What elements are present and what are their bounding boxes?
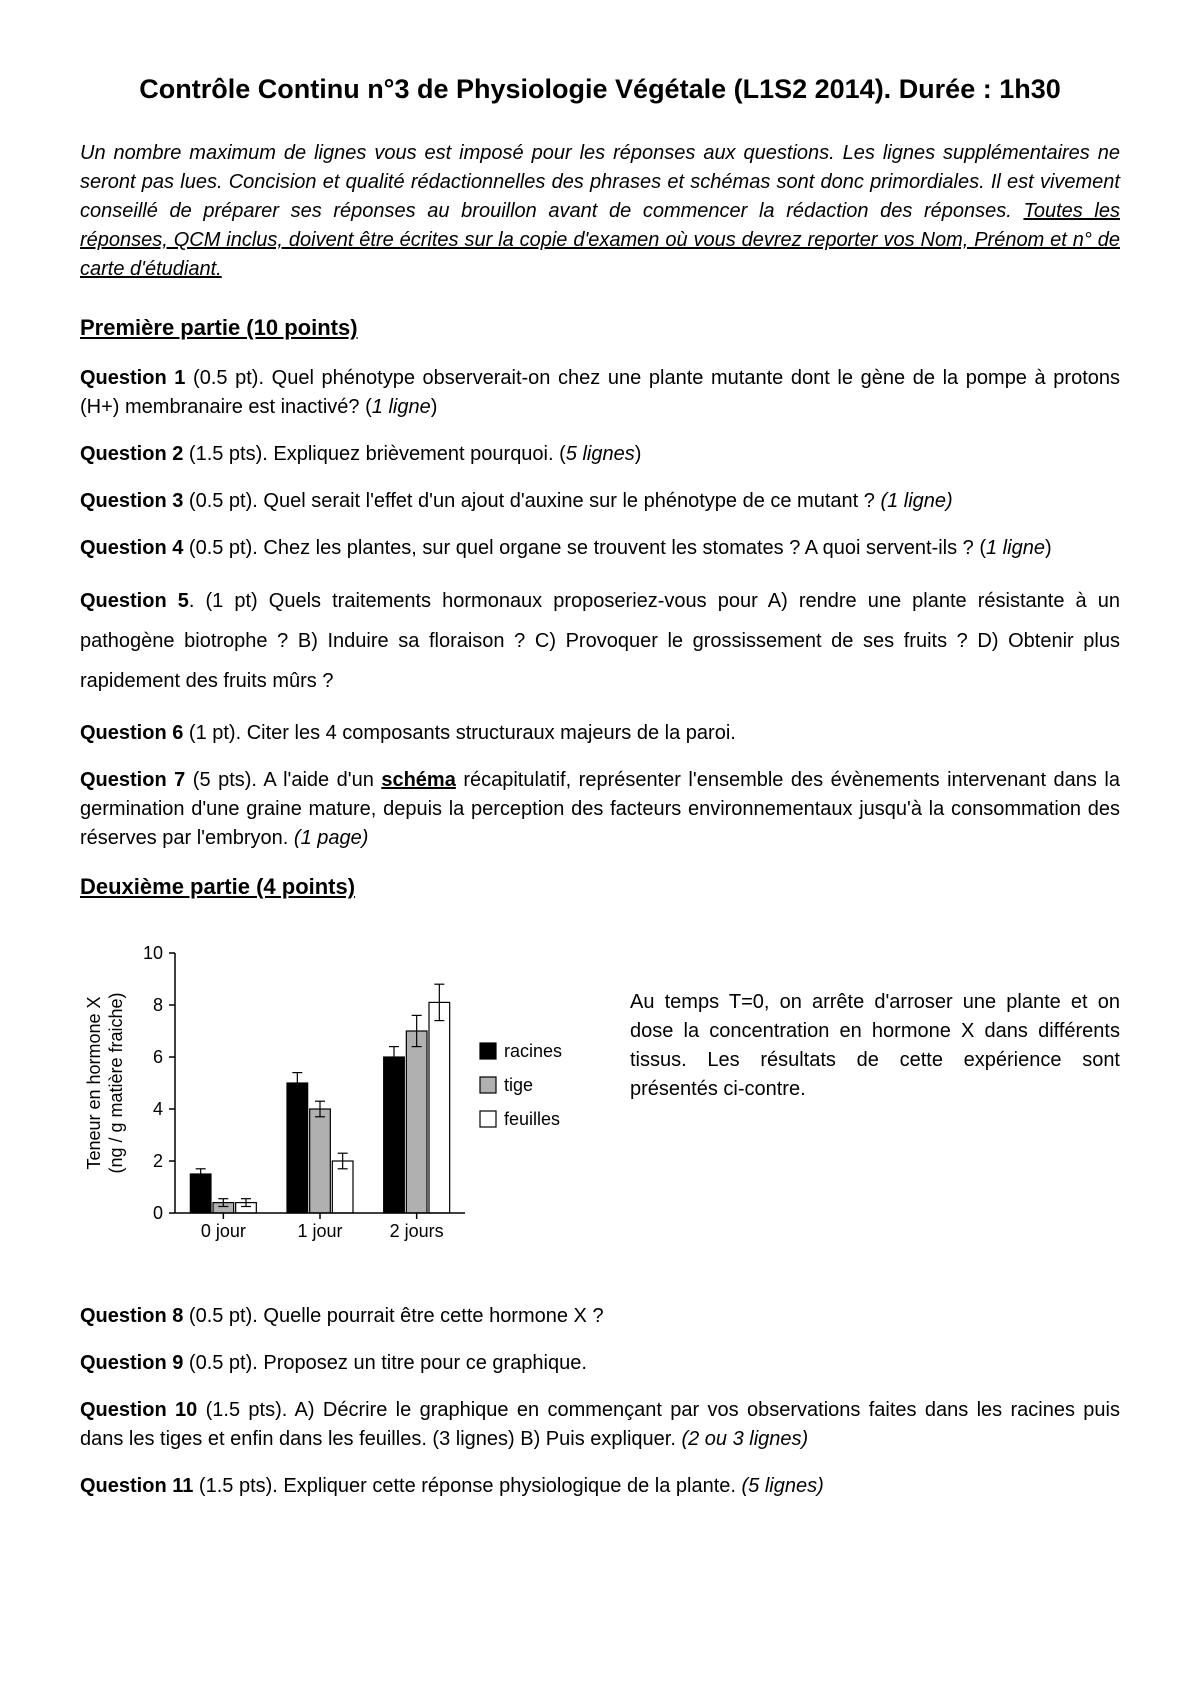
page-title: Contrôle Continu n°3 de Physiologie Végé… [80, 70, 1120, 109]
svg-text:0: 0 [153, 1203, 163, 1223]
question-close: ) [431, 396, 438, 418]
question-pts: (0.5 pt). [183, 1305, 263, 1327]
question-lines: (2 ou 3 lignes) [681, 1428, 808, 1450]
svg-text:4: 4 [153, 1099, 163, 1119]
question-pts: (0.5 pt). [183, 537, 263, 559]
question-7: Question 7 (5 pts). A l'aide d'un schéma… [80, 766, 1120, 853]
question-4: Question 4 (0.5 pt). Chez les plantes, s… [80, 534, 1120, 563]
svg-text:(ng / g matière fraiche): (ng / g matière fraiche) [106, 992, 126, 1173]
question-label: Question 4 [80, 537, 183, 559]
svg-text:8: 8 [153, 995, 163, 1015]
question-label: Question 3 [80, 490, 183, 512]
question-pts: (1.5 pts). [197, 1399, 294, 1421]
question-pts: (1 pt). [183, 722, 246, 744]
question-body: Chez les plantes, sur quel organe se tro… [263, 537, 986, 559]
question-label: Question 10 [80, 1399, 197, 1421]
question-lines: 1 ligne [372, 396, 431, 418]
question-body-a: A l'aide d'un [263, 769, 381, 791]
svg-text:1 jour: 1 jour [297, 1221, 342, 1241]
question-label: Question 11 [80, 1475, 193, 1497]
question-label: Question 1 [80, 367, 185, 389]
question-pts: . (1 pt) [189, 590, 269, 612]
question-body: Quel serait l'effet d'un ajout d'auxine … [263, 490, 880, 512]
question-label: Question 6 [80, 722, 183, 744]
question-pts: (0.5 pt). [185, 367, 271, 389]
question-lines: (1 page) [294, 827, 369, 849]
question-label: Question 9 [80, 1352, 183, 1374]
question-1: Question 1 (0.5 pt). Quel phénotype obse… [80, 364, 1120, 422]
chart-svg: 0 2 4 6 8 10 0 jour 1 jour 2 jours Teneur en horm… [80, 933, 600, 1263]
question-10: Question 10 (1.5 pts). A) Décrire le gra… [80, 1396, 1120, 1454]
svg-text:tige: tige [504, 1075, 533, 1095]
question-pts: (0.5 pt). [183, 490, 263, 512]
svg-text:2: 2 [153, 1151, 163, 1171]
question-label: Question 2 [80, 443, 183, 465]
svg-text:6: 6 [153, 1047, 163, 1067]
question-2: Question 2 (1.5 pts). Expliquez brièveme… [80, 440, 1120, 469]
question-3: Question 3 (0.5 pt). Quel serait l'effet… [80, 487, 1120, 516]
question-pts: (1.5 pts). [183, 443, 273, 465]
question-body: Expliquez brièvement pourquoi. ( [273, 443, 565, 465]
question-lines: 5 lignes [566, 443, 635, 465]
question-6: Question 6 (1 pt). Citer les 4 composant… [80, 719, 1120, 748]
question-body: Citer les 4 composants structuraux majeu… [247, 722, 736, 744]
svg-text:0 jour: 0 jour [201, 1221, 246, 1241]
svg-text:racines: racines [504, 1041, 562, 1061]
question-9: Question 9 (0.5 pt). Proposez un titre p… [80, 1349, 1120, 1378]
svg-text:feuilles: feuilles [504, 1109, 560, 1129]
part2-heading: Deuxième partie (4 points) [80, 871, 1120, 903]
intro-paragraph: Un nombre maximum de lignes vous est imp… [80, 139, 1120, 284]
question-11: Question 11 (1.5 pts). Expliquer cette r… [80, 1472, 1120, 1501]
question-lines: (5 lignes) [742, 1475, 824, 1497]
chart-and-desc: 0 2 4 6 8 10 0 jour 1 jour 2 jours Teneur en horm… [80, 933, 1120, 1272]
schema-word: schéma [381, 769, 456, 791]
question-body: Quelle pourrait être cette hormone X ? [263, 1305, 603, 1327]
question-body: Expliquer cette réponse physiologique de… [283, 1475, 741, 1497]
question-body: Proposez un titre pour ce graphique. [263, 1352, 587, 1374]
svg-text:10: 10 [143, 943, 163, 963]
question-label: Question 7 [80, 769, 185, 791]
question-8: Question 8 (0.5 pt). Quelle pourrait êtr… [80, 1302, 1120, 1331]
question-close: ) [635, 443, 642, 465]
question-lines: 1 ligne [986, 537, 1045, 559]
svg-text:2 jours: 2 jours [390, 1221, 444, 1241]
question-5: Question 5. (1 pt) Quels traitements hor… [80, 581, 1120, 701]
question-close: ) [1045, 537, 1052, 559]
part1-heading: Première partie (10 points) [80, 312, 1120, 344]
question-label: Question 8 [80, 1305, 183, 1327]
question-label: Question 5 [80, 590, 189, 612]
svg-text:Teneur en hormone X: Teneur en hormone X [84, 996, 104, 1169]
intro-text: Un nombre maximum de lignes vous est imp… [80, 142, 1120, 222]
question-pts: (5 pts). [185, 769, 263, 791]
question-pts: (1.5 pts). [193, 1475, 283, 1497]
question-pts: (0.5 pt). [183, 1352, 263, 1374]
bar-chart: 0 2 4 6 8 10 0 jour 1 jour 2 jours Teneur en horm… [80, 933, 600, 1272]
question-lines: (1 ligne) [880, 490, 952, 512]
chart-description: Au temps T=0, on arrête d'arroser une pl… [630, 988, 1120, 1104]
